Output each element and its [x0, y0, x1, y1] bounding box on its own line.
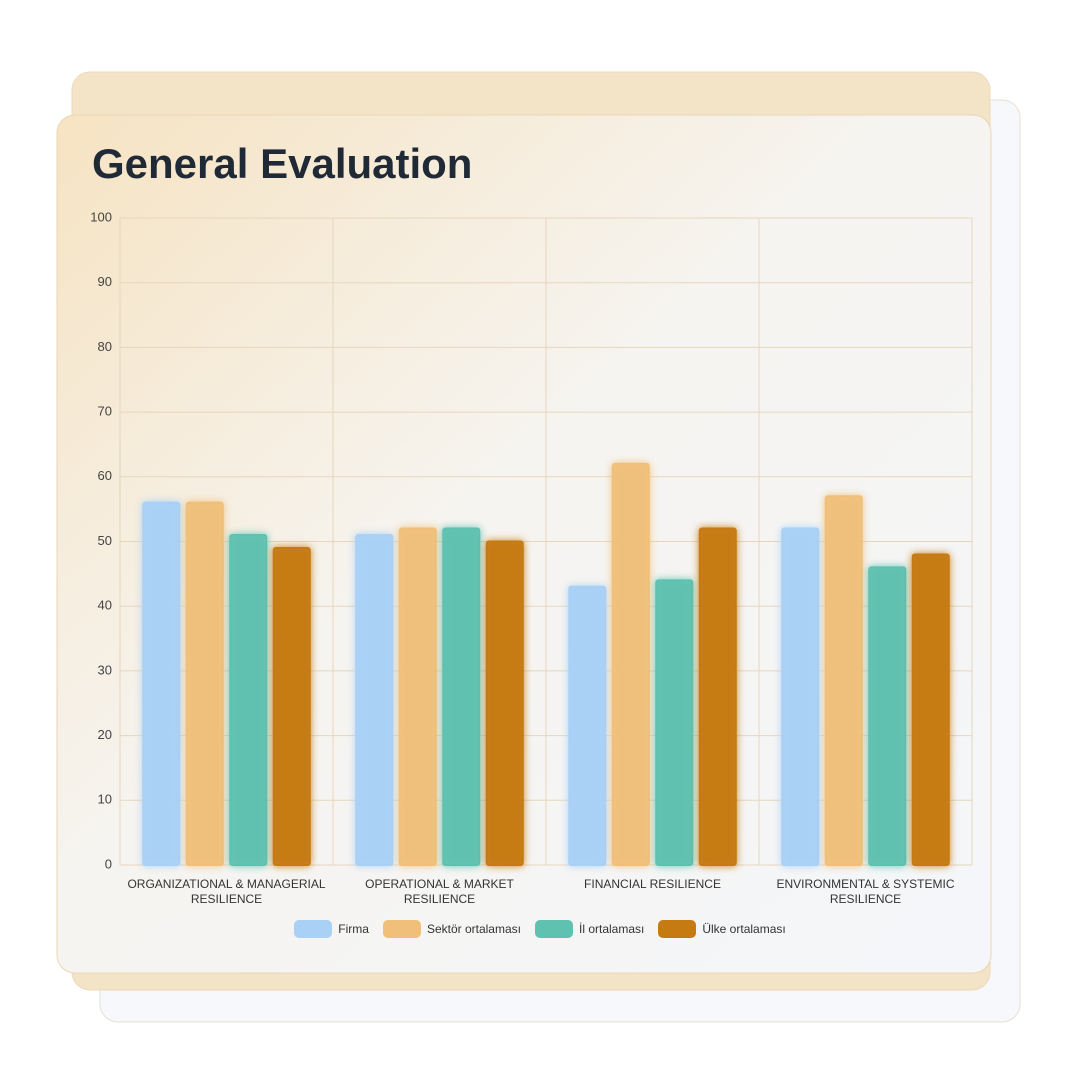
bar [911, 553, 950, 866]
bar [824, 495, 863, 866]
chart-title: General Evaluation [92, 140, 472, 187]
y-tick-label: 20 [98, 727, 112, 742]
legend-item: Ülke ortalaması [658, 920, 786, 938]
legend-swatch [294, 920, 333, 938]
legend-item: Sektör ortalaması [382, 920, 521, 938]
x-tick-label: ORGANIZATIONAL & MANAGERIAL RESILIENCE [127, 877, 326, 906]
bar [272, 546, 311, 866]
y-tick-label: 60 [98, 468, 112, 483]
legend-item: Firma [294, 920, 369, 938]
legend-swatch [382, 920, 421, 938]
x-tick-label: OPERATIONAL & MARKET RESILIENCE [365, 877, 514, 906]
bar [568, 585, 607, 866]
legend-label: Sektör ortalaması [426, 922, 521, 936]
legend-label: Ülke ortalaması [702, 922, 786, 936]
y-tick-label: 90 [98, 274, 112, 289]
x-tick-label: ENVIRONMENTAL & SYSTEMIC RESILIENCE [776, 877, 955, 906]
y-tick-label: 40 [98, 598, 112, 613]
bar [655, 579, 694, 866]
y-tick-label: 0 [105, 856, 112, 871]
y-tick-label: 10 [98, 792, 112, 807]
y-tick-label: 30 [98, 662, 112, 677]
y-tick-label: 50 [98, 533, 112, 548]
bar [781, 527, 820, 866]
bar [698, 527, 737, 866]
bar [142, 501, 181, 866]
bar [398, 527, 437, 866]
legend-label: Firma [338, 922, 369, 936]
bar [868, 566, 907, 866]
legend-item: İl ortalaması [534, 920, 645, 938]
bar [185, 501, 224, 866]
bar [485, 540, 524, 866]
legend-swatch [534, 920, 573, 938]
bar [611, 462, 650, 866]
y-tick-label: 80 [98, 339, 112, 354]
x-tick-label: FINANCIAL RESILIENCE [584, 877, 721, 891]
y-tick-label: 100 [90, 209, 112, 224]
bar [442, 527, 481, 866]
legend-label: İl ortalaması [578, 922, 645, 936]
legend: Firma Sektör ortalaması İl ortalaması Ülke … [0, 920, 1080, 938]
bar [229, 534, 268, 867]
y-tick-label: 70 [98, 404, 112, 419]
legend-swatch [658, 920, 697, 938]
bar [355, 534, 394, 867]
